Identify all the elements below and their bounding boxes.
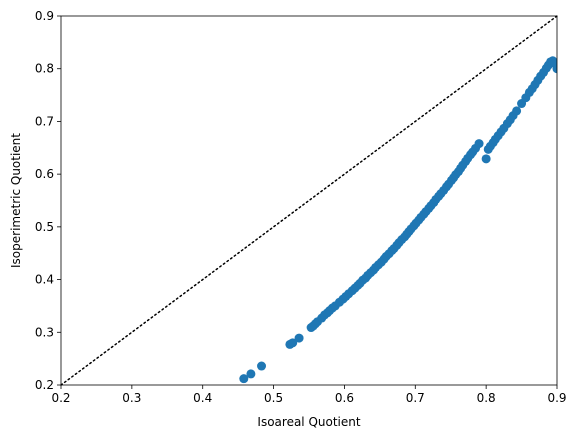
x-tick-label: 0.4 <box>193 391 212 405</box>
data-point <box>294 333 304 343</box>
data-point <box>239 374 249 384</box>
y-tick-label: 0.8 <box>35 62 54 76</box>
x-tick-label: 0.9 <box>547 391 566 405</box>
y-axis-label: Isoperimetric Quotient <box>9 133 23 268</box>
data-point <box>552 64 557 74</box>
data-point <box>246 369 256 379</box>
x-tick-label: 0.7 <box>406 391 425 405</box>
y-tick-label: 0.7 <box>35 114 54 128</box>
x-axis-ticks: 0.2 0.3 0.4 0.5 0.6 0.7 0.8 0.9 <box>51 385 567 405</box>
y-axis-ticks: 0.2 0.3 0.4 0.5 0.6 0.7 0.8 0.9 <box>35 9 61 392</box>
x-tick-label: 0.5 <box>264 391 283 405</box>
y-tick-label: 0.4 <box>35 273 54 287</box>
y-tick-label: 0.3 <box>35 325 54 339</box>
data-point <box>257 361 267 371</box>
data-point <box>481 154 491 164</box>
y-tick-label: 0.6 <box>35 167 54 181</box>
data-point <box>474 139 484 149</box>
x-tick-label: 0.3 <box>122 391 141 405</box>
x-tick-label: 0.8 <box>477 391 496 405</box>
x-tick-label: 0.6 <box>335 391 354 405</box>
x-axis-label: Isoareal Quotient <box>257 415 360 429</box>
data-point <box>288 338 298 348</box>
plot-frame <box>60 15 558 386</box>
x-tick-label: 0.2 <box>51 391 70 405</box>
data-points <box>239 56 557 384</box>
y-tick-label: 0.2 <box>35 378 54 392</box>
reference-line <box>60 15 558 386</box>
data-point <box>512 106 522 116</box>
y-tick-label: 0.9 <box>35 9 54 23</box>
y-tick-label: 0.5 <box>35 220 54 234</box>
